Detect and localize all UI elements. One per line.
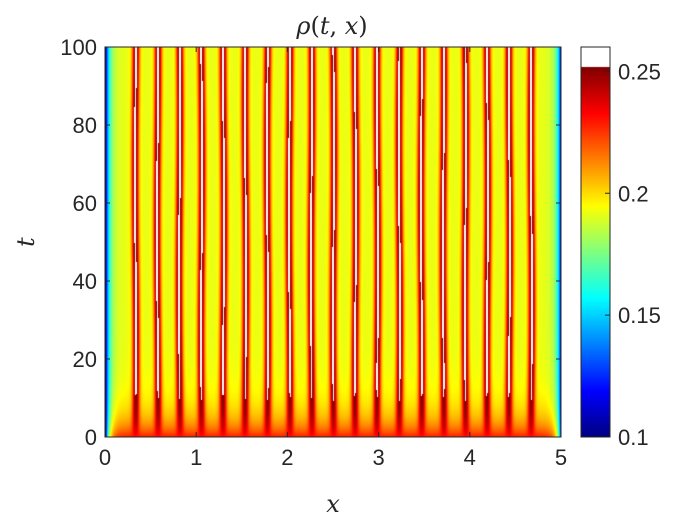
heatmap-image — [105, 47, 561, 437]
y-tick-label: 0 — [85, 425, 97, 450]
y-tick-label: 60 — [73, 191, 97, 216]
colorbar-ticks: 0.1 0.15 0.2 0.25 — [605, 59, 661, 450]
y-tick-label: 80 — [73, 113, 97, 138]
chart-title: ρ(t, x) — [295, 12, 367, 40]
x-tick-label: 0 — [99, 445, 111, 470]
y-tick-label: 40 — [73, 269, 97, 294]
y-axis-label: t — [12, 237, 40, 247]
x-axis: 0 1 2 3 4 5 — [99, 47, 567, 470]
x-tick-label: 5 — [555, 445, 567, 470]
colorbar-gradient — [581, 47, 610, 437]
y-tick-label: 100 — [60, 35, 97, 60]
plot-frame — [104, 46, 562, 438]
x-tick-label: 3 — [372, 445, 384, 470]
colorbar-frame — [580, 46, 611, 438]
colorbar — [580, 46, 611, 438]
x-tick-label: 4 — [464, 445, 476, 470]
y-axis: 0 20 40 60 80 100 — [60, 35, 561, 450]
x-tick-label: 1 — [190, 445, 202, 470]
y-tick-label: 20 — [73, 347, 97, 372]
colorbar-tick-label: 0.15 — [618, 303, 661, 328]
colorbar-tick-label: 0.1 — [618, 425, 649, 450]
x-tick-label: 2 — [281, 445, 293, 470]
colorbar-tick-label: 0.2 — [618, 181, 649, 206]
plot-area — [104, 46, 562, 438]
x-axis-label: x — [326, 490, 340, 518]
colorbar-tick-label: 0.25 — [618, 59, 661, 84]
